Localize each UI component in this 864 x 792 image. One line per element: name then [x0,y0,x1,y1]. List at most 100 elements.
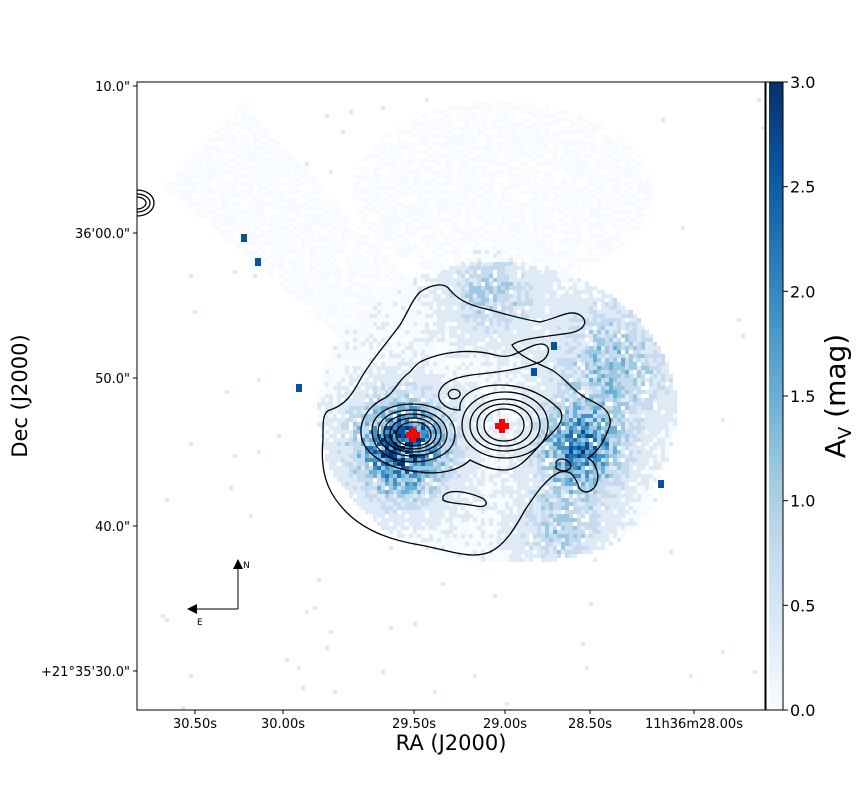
av-pixel [337,314,341,318]
av-pixel [225,162,229,166]
av-pixel [517,342,521,346]
av-pixel [589,170,593,174]
av-pixel [481,154,485,158]
av-pixel [497,230,501,234]
av-pixel [325,306,329,310]
av-pixel [429,126,433,130]
av-pixel [565,386,569,390]
av-pixel [581,162,585,166]
av-pixel [385,370,389,374]
av-pixel [621,174,625,178]
av-pixel [545,178,549,182]
av-pixel [505,358,509,362]
av-pixel [417,318,421,322]
av-pixel [365,174,369,178]
av-pixel [321,270,325,274]
av-pixel [565,314,569,318]
av-pixel [449,226,453,230]
av-pixel [609,186,613,190]
av-pixel [425,266,429,270]
av-pixel [437,214,441,218]
av-pixel [297,190,301,194]
av-pixel [533,378,537,382]
av-pixel [441,270,445,274]
av-pixel [457,142,461,146]
av-pixel [277,246,281,250]
av-pixel [249,122,253,126]
av-pixel [573,390,577,394]
av-pixel [629,386,633,390]
av-pixel [629,170,633,174]
av-pixel [589,122,593,126]
av-pixel [513,166,517,170]
av-pixel [237,182,241,186]
av-pixel [481,174,485,178]
av-pixel [457,190,461,194]
av-pixel [561,290,565,294]
av-pixel [233,178,237,182]
av-pixel [389,170,393,174]
av-pixel [245,182,249,186]
av-pixel [493,322,497,326]
av-pixel [517,126,521,130]
av-pixel [261,150,265,154]
av-pixel [625,342,629,346]
av-pixel [433,262,437,266]
av-pixel [293,206,297,210]
av-pixel [325,114,329,118]
av-pixel [501,106,505,110]
av-pixel [353,358,357,362]
av-pixel [561,354,565,358]
av-pixel [373,174,377,178]
av-pixel [413,214,417,218]
av-pixel [381,338,385,342]
av-pixel [277,274,281,278]
av-pixel [397,338,401,342]
av-pixel [253,214,257,218]
av-pixel [405,298,409,302]
av-pixel [345,218,349,222]
av-pixel [497,254,501,258]
av-pixel [401,206,405,210]
av-pixel [617,326,621,330]
av-pixel [437,194,441,198]
av-pixel [445,258,449,262]
av-pixel [289,178,293,182]
av-pixel [621,326,625,330]
av-pixel [421,314,425,318]
av-pixel [273,214,277,218]
av-pixel [569,358,573,362]
av-pixel [357,246,361,250]
av-pixel [505,246,509,250]
av-pixel [497,378,501,382]
av-pixel [485,166,489,170]
av-pixel [225,218,229,222]
av-pixel [509,198,513,202]
av-pixel [425,126,429,130]
av-pixel [325,378,329,382]
av-pixel [409,170,413,174]
av-pixel [409,214,413,218]
av-pixel [509,174,513,178]
av-pixel [649,366,653,370]
av-pixel [609,354,613,358]
av-pixel [401,234,405,238]
av-pixel [621,170,625,174]
av-pixel [565,230,569,234]
av-pixel [269,150,273,154]
av-pixel [377,358,381,362]
av-pixel [325,210,329,214]
av-pixel [409,306,413,310]
av-pixel [621,310,625,314]
av-pixel [357,254,361,258]
av-pixel [437,386,441,390]
av-pixel [413,154,417,158]
av-pixel [537,290,541,294]
av-pixel [429,286,433,290]
av-pixel [533,202,537,206]
av-pixel [581,306,585,310]
av-pixel [409,322,413,326]
av-pixel [605,366,609,370]
av-pixel [517,266,521,270]
av-pixel [497,110,501,114]
